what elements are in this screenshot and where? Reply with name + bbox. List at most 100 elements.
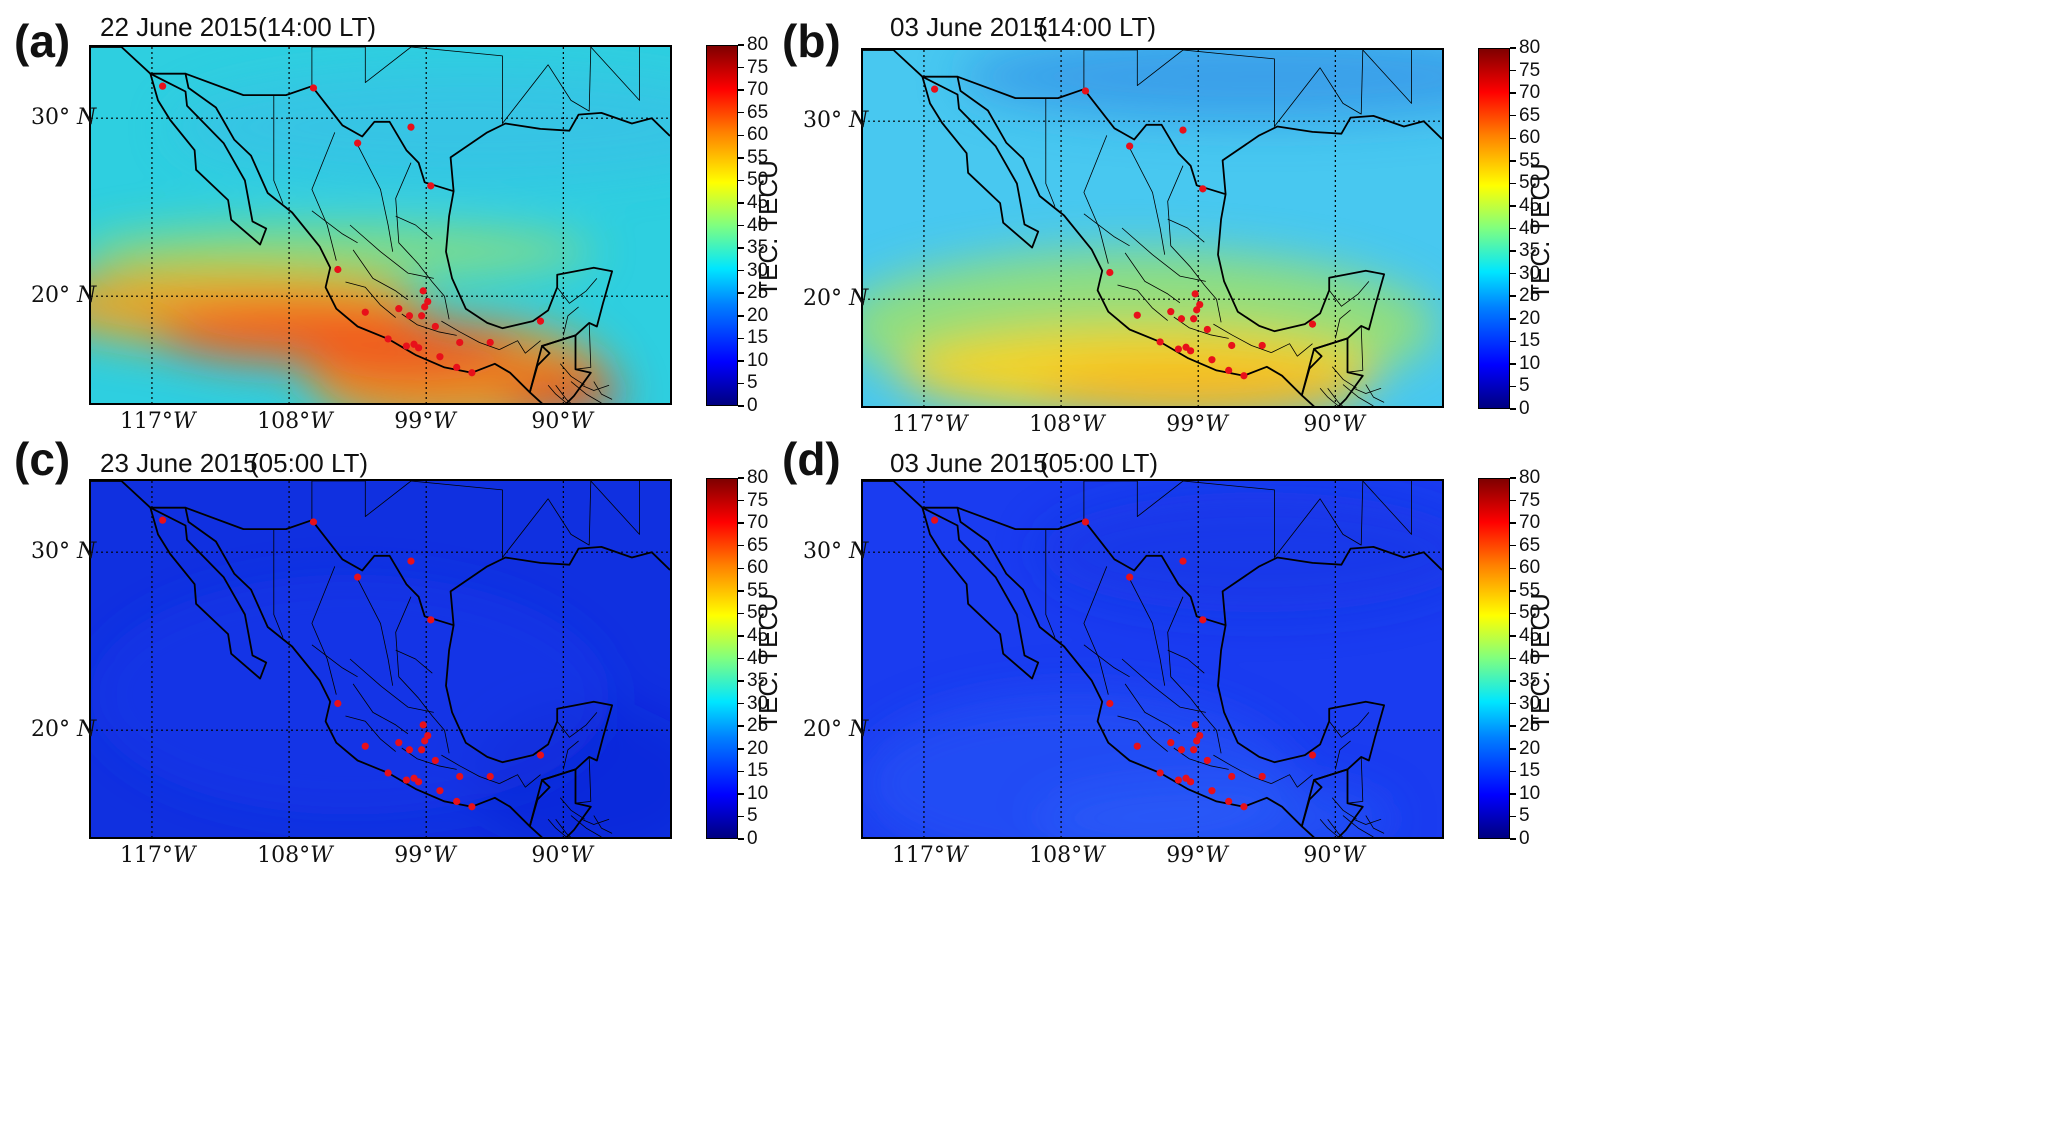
gnss-station-marker xyxy=(1308,751,1317,759)
colorbar-tick-mark xyxy=(738,770,744,773)
colorbar-tick-label: 55 xyxy=(1519,149,1541,171)
gnss-station-marker xyxy=(354,573,362,581)
gnss-station-marker xyxy=(1191,721,1199,729)
panel-time: (14:00 LT) xyxy=(258,12,377,42)
gnss-station-marker xyxy=(1177,315,1186,323)
gnss-station-marker xyxy=(421,303,429,311)
gnss-station-marker xyxy=(334,699,342,708)
department-border xyxy=(570,815,602,837)
state-border xyxy=(1334,309,1351,339)
colorbar-tick-mark xyxy=(738,134,744,136)
state-border xyxy=(395,162,419,265)
colorbar-tick-label: 70 xyxy=(747,512,769,534)
gnss-station-marker xyxy=(419,721,427,729)
state-border xyxy=(499,774,541,788)
colorbar-tick-label: 80 xyxy=(747,467,769,488)
baja-coastline xyxy=(921,75,1040,249)
longitude-label: 99°W xyxy=(394,409,456,434)
colorbar-tick-mark xyxy=(738,111,744,114)
colorbar-tick-label: 60 xyxy=(747,557,769,579)
latitude-label: 20° N xyxy=(803,717,869,743)
colorbar-tick-label: 40 xyxy=(747,214,769,236)
colorbar-tick-mark xyxy=(738,224,744,227)
gnss-station-marker xyxy=(1240,803,1248,811)
gnss-station-marker xyxy=(431,756,439,765)
colorbar-tick-label: 65 xyxy=(747,534,769,556)
gnss-station-marker xyxy=(418,746,426,754)
us-coastline xyxy=(91,481,152,509)
mexico-coastline xyxy=(921,75,1385,397)
colorbar-tick-mark xyxy=(738,725,744,727)
gnss-station-marker xyxy=(1191,290,1199,298)
colorbar-tick-label: 10 xyxy=(1519,782,1541,804)
gnss-station-marker xyxy=(536,317,545,325)
gnss-station-marker xyxy=(334,265,342,274)
state-border xyxy=(562,306,579,336)
colorbar-tick-mark xyxy=(1510,612,1516,615)
colorbar-tick-mark xyxy=(738,793,744,795)
colorbar-tick-mark xyxy=(1510,544,1516,547)
colorbar-tick-label: 25 xyxy=(1519,715,1541,737)
tec-field xyxy=(863,50,1442,406)
colorbar-tick-mark xyxy=(738,66,744,69)
department-border xyxy=(1319,818,1339,837)
colorbar-tick-label: 35 xyxy=(747,237,769,259)
colorbar-tick-mark xyxy=(738,702,744,705)
panel-time: (05:00 LT) xyxy=(1040,448,1159,478)
us-coastline xyxy=(863,481,924,509)
us-state-borders xyxy=(311,481,640,558)
department-border xyxy=(593,815,613,834)
colorbar-tick-mark xyxy=(738,657,744,660)
department-border xyxy=(1353,818,1382,825)
colorbar-tick-label: 30 xyxy=(1519,692,1541,714)
gnss-station-marker xyxy=(405,312,414,320)
colorbar-tick-mark xyxy=(1510,137,1516,139)
colorbar-tick-label: 10 xyxy=(747,782,769,804)
colorbar-tick-label: 65 xyxy=(1519,534,1541,556)
gnss-station-marker xyxy=(1199,185,1207,193)
colorbar-tick-mark xyxy=(738,499,744,502)
colorbar-tick-label: 0 xyxy=(1519,828,1530,849)
baja-coastline xyxy=(921,506,1040,680)
colorbar-tick-mark xyxy=(738,292,744,294)
gnss-station-marker xyxy=(1193,306,1201,314)
colorbar xyxy=(1478,478,1510,839)
state-border xyxy=(562,740,579,770)
state-border xyxy=(349,224,434,279)
longitude-label: 99°W xyxy=(394,843,456,868)
belize-border xyxy=(575,322,592,370)
longitude-label: 117°W xyxy=(119,843,196,868)
gnss-station-marker xyxy=(361,742,369,750)
department-border xyxy=(581,818,610,825)
colorbar-tick-label: 0 xyxy=(747,828,758,849)
gulf-coastline xyxy=(449,546,670,626)
gnss-station-marker xyxy=(931,85,939,93)
colorbar-tick-label: 10 xyxy=(747,349,769,371)
longitude-label: 108°W xyxy=(1029,412,1105,437)
gnss-station-marker xyxy=(354,139,362,147)
gnss-station-marker xyxy=(1167,739,1175,747)
tec-map xyxy=(861,48,1444,408)
colorbar-tick-label: 5 xyxy=(1519,375,1530,397)
gnss-station-marker xyxy=(424,731,432,740)
department-border xyxy=(1342,384,1374,406)
gnss-station-marker xyxy=(402,776,411,784)
gnss-station-marker xyxy=(1258,772,1266,781)
state-border xyxy=(273,529,284,638)
gnss-station-marker xyxy=(1203,756,1211,765)
colorbar-tick-mark xyxy=(1510,160,1516,162)
state-border xyxy=(1328,281,1370,307)
state-border xyxy=(1083,135,1109,264)
state-border xyxy=(441,754,500,784)
colorbar-tick-label: 40 xyxy=(1519,217,1541,239)
state-border xyxy=(1124,683,1181,735)
colorbar-tick-mark xyxy=(1510,182,1516,185)
colorbar-tick-mark xyxy=(738,382,744,385)
gnss-station-marker xyxy=(159,82,167,90)
colorbar-tick-mark xyxy=(738,44,744,46)
state-border xyxy=(349,658,434,713)
panel-letter: (a) xyxy=(14,15,71,67)
colorbar-tick-mark xyxy=(738,360,744,362)
colorbar-tick-label: 25 xyxy=(747,282,769,304)
colorbar-tick-mark xyxy=(1510,680,1516,682)
